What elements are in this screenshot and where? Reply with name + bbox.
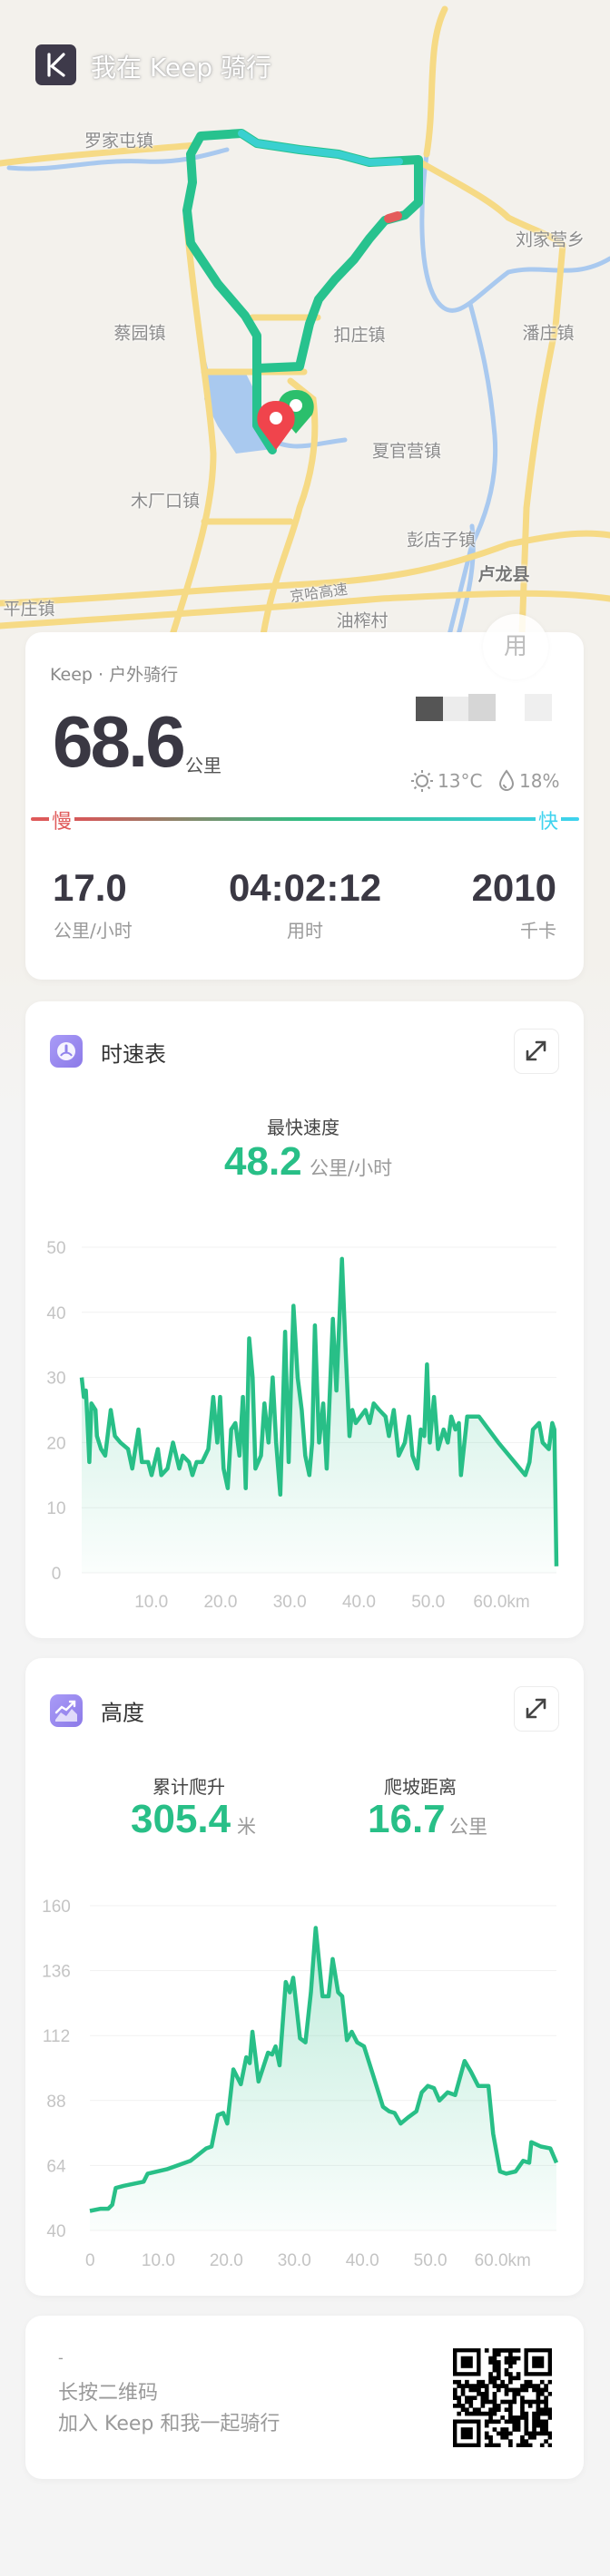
slope-label: 爬坡距离: [384, 1776, 457, 1798]
map-label: 油榨村: [336, 610, 389, 631]
series-line: [89, 1926, 559, 2213]
humidity: 18%: [519, 770, 560, 792]
duration-label: 用时: [287, 920, 323, 942]
x-tick-label: 10.0: [134, 1593, 168, 1612]
map-label: 夏官营镇: [371, 441, 442, 462]
climb-unit: 米: [237, 1816, 256, 1838]
share-title: 我在 Keep 骑行: [91, 53, 271, 83]
avatar[interactable]: 用: [483, 614, 548, 679]
x-tick-label: 50.0: [414, 2251, 448, 2270]
map-label: 扣庄镇: [333, 325, 386, 346]
drop-icon: [497, 769, 516, 793]
y-tick-label: 64: [46, 2157, 66, 2176]
expand-icon: [526, 1040, 546, 1061]
y-tick-label: 20: [46, 1434, 65, 1453]
y-tick-label: 30: [46, 1370, 65, 1389]
expand-speed-button[interactable]: [514, 1029, 559, 1074]
activity-source: Keep · 户外骑行: [50, 665, 179, 685]
max-speed-value: 48.2: [224, 1139, 302, 1184]
x-tick-label: 60.0km: [475, 2251, 531, 2270]
qr-code[interactable]: [453, 2348, 552, 2447]
max-speed-unit: 公里/小时: [310, 1157, 393, 1179]
y-tick-label: 112: [43, 2027, 70, 2046]
sun-icon: [410, 769, 434, 793]
dash-text: -: [58, 2349, 64, 2366]
fast-label: 快: [536, 805, 562, 834]
y-tick-label: 50: [46, 1239, 65, 1258]
series-line: [79, 1256, 559, 1566]
x-tick-label: 40.0: [346, 2251, 379, 2270]
map-label: 蔡园镇: [113, 323, 166, 344]
x-tick-label: 20.0: [210, 2251, 243, 2270]
x-tick-label: 30.0: [278, 2251, 311, 2270]
calories-label: 千卡: [520, 920, 556, 942]
map-label: 平庄镇: [3, 599, 55, 620]
x-tick-label: 50.0: [411, 1593, 445, 1612]
keep-logo-icon: [35, 44, 76, 85]
speed-chart: 0 10 20 30 40 50 10.0 20.0 30.0 40.0 50.0 60.0km: [46, 1239, 559, 1612]
x-tick-label: 30.0: [273, 1593, 307, 1612]
climb-value: 305.4: [131, 1797, 231, 1841]
altitude-card-title: 高度: [101, 1700, 144, 1726]
expand-altitude-button[interactable]: [514, 1686, 559, 1732]
y-tick-label: 10: [46, 1499, 65, 1518]
climb-label: 累计爬升: [152, 1776, 225, 1798]
x-tick-label: 20.0: [203, 1593, 237, 1612]
avg-speed-label: 公里/小时: [54, 920, 133, 942]
map-label: 木厂口镇: [130, 491, 201, 512]
y-tick-label: 136: [42, 1963, 71, 1982]
y-tick-label: 0: [52, 1565, 62, 1584]
invite-line-2: 加入 Keep 和我一起骑行: [58, 2413, 280, 2435]
y-tick-label: 160: [42, 1898, 71, 1917]
username-blurred: [416, 694, 556, 721]
invite-line-1: 长按二维码: [58, 2382, 159, 2405]
y-tick-label: 88: [46, 2093, 65, 2112]
x-tick-label: 0: [85, 2251, 95, 2270]
speedometer-icon: [50, 1035, 83, 1068]
map-label: 刘家营乡: [515, 229, 585, 250]
area-fill: [90, 1927, 556, 2230]
distance-value: 68.6: [53, 701, 186, 782]
area-fill: [82, 1258, 556, 1573]
summary-card: [25, 632, 584, 980]
duration-value: 04:02:12: [228, 866, 382, 909]
temperature: 13°C: [438, 770, 483, 792]
map-label: 罗家屯镇: [84, 131, 154, 151]
distance-unit: 公里: [185, 755, 221, 776]
x-tick-label: 40.0: [342, 1593, 376, 1612]
map-label: 彭店子镇: [406, 530, 477, 551]
map-label: 潘庄镇: [522, 323, 575, 344]
slow-label: 慢: [49, 805, 75, 834]
speed-card-title: 时速表: [101, 1041, 166, 1068]
elevation-chart-icon: [50, 1694, 83, 1727]
slope-value: 16.7: [368, 1797, 446, 1841]
avg-speed-value: 17.0: [53, 866, 127, 909]
expand-icon: [526, 1698, 546, 1719]
calories-value: 2010: [471, 866, 556, 909]
y-tick-label: 40: [46, 1304, 65, 1323]
invite-card: [25, 2316, 584, 2479]
map-label: 卢龙县: [477, 564, 530, 585]
y-tick-label: 40: [46, 2222, 65, 2241]
speed-gradient-bar: [31, 817, 579, 821]
x-tick-label: 60.0km: [473, 1593, 529, 1612]
slope-unit: 公里: [449, 1816, 487, 1838]
x-tick-label: 10.0: [142, 2251, 175, 2270]
max-speed-label: 最快速度: [267, 1117, 339, 1138]
altitude-chart: 40 64 88 112 136 160 0 10.0 20.0 30.0 40.0 50.0 60.0…: [42, 1898, 559, 2270]
